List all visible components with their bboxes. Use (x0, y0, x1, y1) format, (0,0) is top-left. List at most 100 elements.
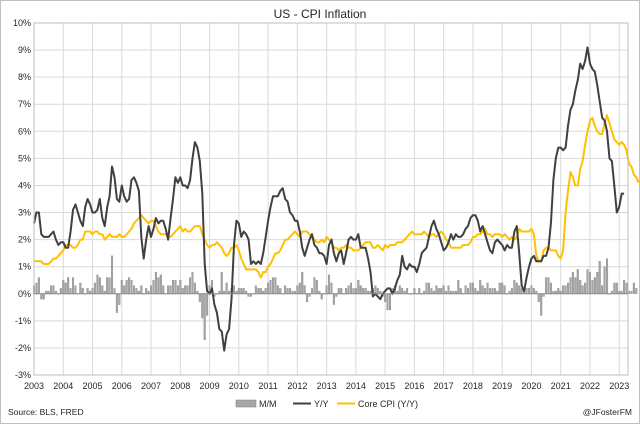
mm-bar (135, 288, 138, 294)
mm-bar (206, 293, 209, 316)
mm-bar (101, 285, 104, 294)
mm-bar (486, 282, 489, 294)
mm-bar (203, 293, 206, 340)
mm-bar (540, 293, 543, 316)
source-note: Source: BLS, FRED (8, 407, 84, 417)
mm-bar (35, 282, 38, 294)
x-tick-label: 2020 (521, 381, 541, 391)
mm-bar (349, 282, 352, 294)
mm-bar (588, 271, 591, 294)
mm-bar (615, 282, 618, 294)
mm-bar (106, 277, 109, 294)
legend-mm: M/M (235, 399, 277, 409)
mm-bar (398, 285, 401, 294)
mm-bar (145, 288, 148, 294)
mm-bar (347, 285, 350, 294)
legend-label: M/M (259, 399, 277, 409)
mm-bar (179, 280, 182, 294)
mm-bar (111, 255, 114, 294)
x-tick-label: 2018 (463, 381, 483, 391)
mm-bar (581, 285, 584, 294)
mm-bar (325, 285, 328, 294)
legend: M/M Y/Y Core CPI (Y/Y) (235, 399, 418, 409)
mm-bar (537, 293, 540, 303)
mm-bar (630, 290, 633, 294)
x-tick-label: 2022 (580, 381, 600, 391)
mm-bar (98, 277, 101, 294)
mm-bar (564, 285, 567, 294)
x-tick-label: 2009 (200, 381, 220, 391)
mm-bar (120, 280, 123, 294)
mm-bar (623, 280, 626, 294)
mm-bar (510, 288, 513, 294)
mm-bar (132, 285, 135, 294)
mm-bar (189, 277, 192, 294)
mm-bar (171, 280, 174, 294)
mm-bar (593, 277, 596, 294)
mm-bar (406, 288, 409, 294)
mm-bar (330, 282, 333, 294)
mm-bar (286, 288, 289, 294)
core-cpi-line (34, 114, 639, 279)
mm-bar (352, 288, 355, 294)
mm-bar (59, 288, 62, 294)
mm-bar (457, 280, 460, 294)
mm-bar (301, 271, 304, 294)
mm-bar (303, 285, 306, 294)
mm-bar (447, 285, 450, 294)
mm-bar (586, 269, 589, 294)
mm-bar (374, 285, 377, 294)
chart-title: US - CPI Inflation (274, 7, 367, 21)
mm-bar (157, 277, 160, 294)
mm-bar (345, 288, 348, 294)
mm-bar (527, 288, 531, 294)
mm-bar (501, 282, 504, 294)
x-tick-label: 2014 (346, 381, 366, 391)
mm-bar (606, 258, 609, 294)
mm-bar (240, 288, 243, 294)
x-tick-label: 2007 (141, 381, 161, 391)
mm-bar (328, 274, 331, 294)
mm-bar (162, 285, 165, 294)
mm-bar (257, 288, 260, 294)
mm-bar (488, 288, 491, 294)
x-tick-label: 2012 (287, 381, 307, 391)
y-tick-label: 3% (18, 208, 31, 218)
mm-bar (193, 282, 196, 294)
mm-bar (569, 277, 572, 294)
mm-bar (74, 285, 77, 294)
mm-bar (176, 285, 179, 294)
mm-bar (401, 288, 404, 294)
mm-bar (567, 282, 570, 294)
mm-bar (471, 282, 474, 294)
axes (33, 22, 629, 376)
legend-yy: Y/Y (293, 399, 329, 409)
mm-bar (108, 277, 111, 294)
mm-bar (276, 285, 279, 294)
mm-bar (340, 288, 343, 294)
mm-bar (518, 285, 521, 294)
mm-bar (271, 277, 274, 294)
mm-bar (530, 285, 533, 294)
x-tick-label: 2021 (551, 381, 571, 391)
y-tick-label: 5% (18, 153, 31, 163)
mm-bar (96, 274, 99, 294)
mm-bar (86, 288, 89, 294)
mm-bar (635, 288, 638, 294)
mm-bar (376, 288, 379, 294)
mm-bar (479, 280, 482, 294)
mm-bar (503, 285, 506, 294)
mm-bar (289, 288, 292, 294)
mm-bar (515, 282, 518, 294)
mm-bar (186, 285, 189, 294)
mm-bar (384, 293, 387, 303)
mm-bar (128, 277, 131, 294)
series-lines (33, 46, 639, 352)
mm-bar (50, 285, 53, 294)
mm-bar (467, 288, 470, 294)
mm-bar (67, 277, 70, 294)
mm-bar (181, 288, 184, 294)
mm-bar (337, 288, 340, 294)
mm-bar (625, 282, 628, 294)
mm-bar (571, 271, 574, 294)
